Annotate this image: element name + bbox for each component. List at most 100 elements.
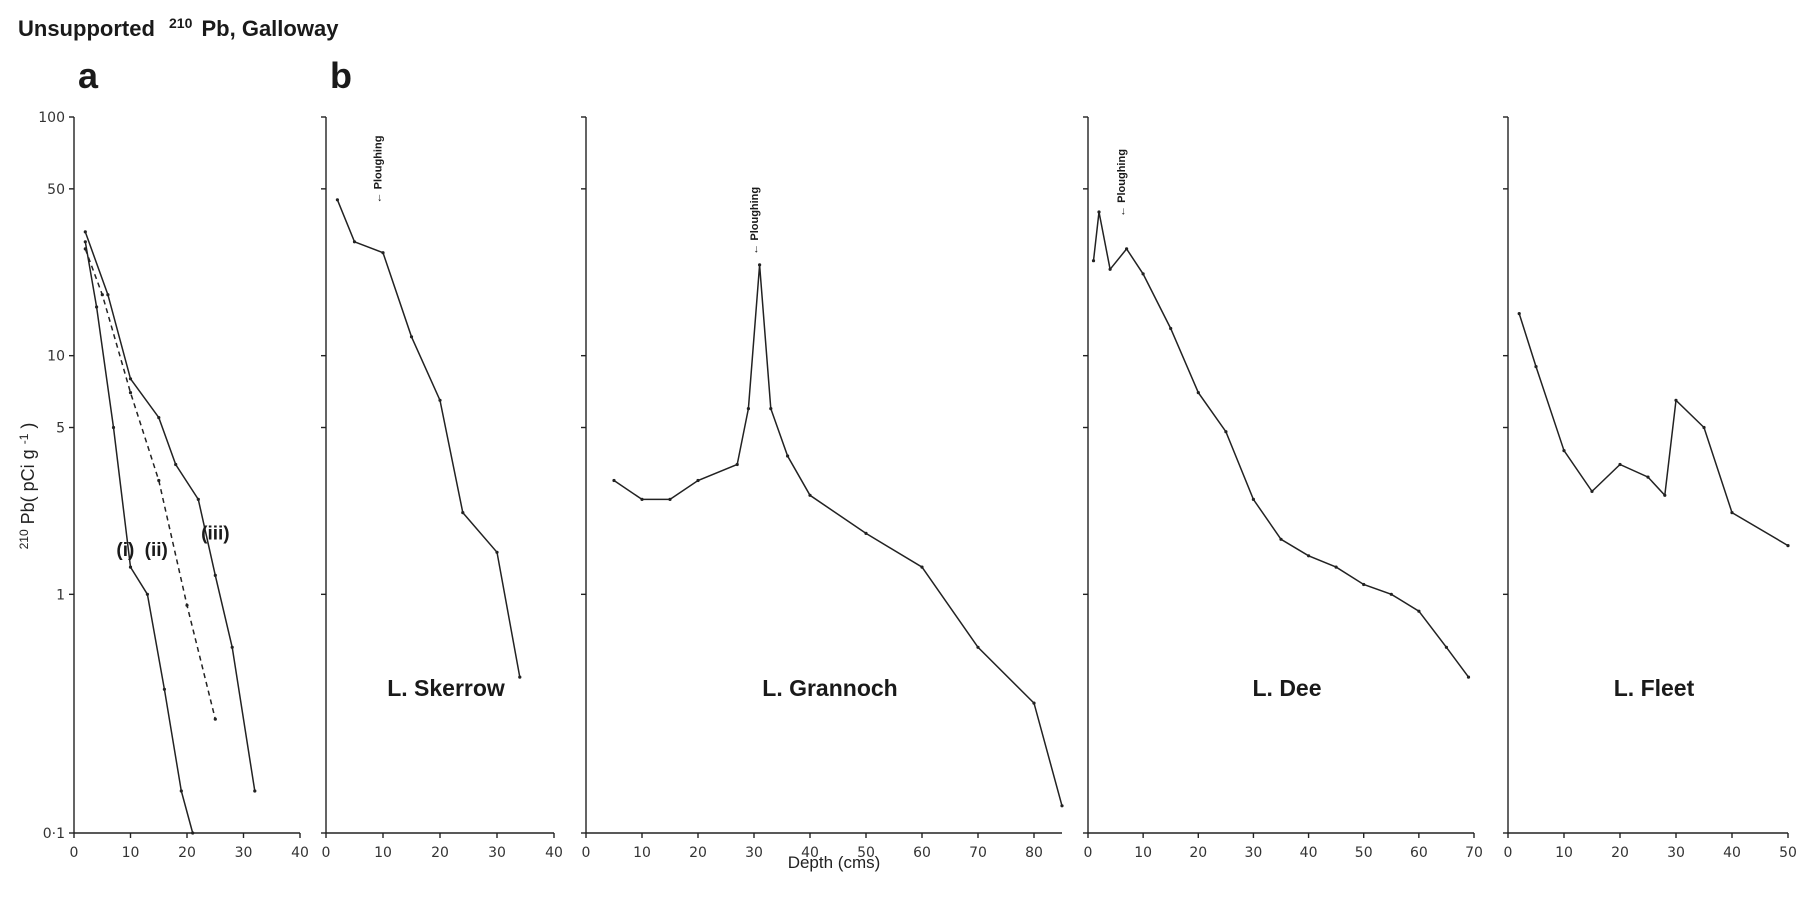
- data-point-dee: [1444, 645, 1448, 649]
- data-point-fleet: [1590, 489, 1594, 493]
- data-point-fleet: [1663, 493, 1667, 497]
- data-point-dee: [1389, 592, 1393, 596]
- data-point-a: [106, 293, 110, 297]
- data-point-grannoch: [786, 454, 790, 458]
- figure-header: Unsupported 210 Pb, Galloway a b: [18, 15, 352, 96]
- data-point-grannoch: [1060, 804, 1064, 808]
- data-point-a: [128, 377, 133, 381]
- data-point-dee: [1097, 210, 1101, 214]
- series-label-a-1: (ii): [145, 540, 168, 561]
- x-tick-label-dee: 20: [1189, 845, 1207, 861]
- data-point-fleet: [1562, 449, 1566, 453]
- y-axis-label: 210 Pb( pCi g -1 ): [12, 423, 38, 550]
- x-tick-label-fleet: 10: [1555, 845, 1573, 861]
- data-point-grannoch: [696, 478, 700, 483]
- y-tick-label: 5: [56, 421, 65, 437]
- panel-title-fleet: L. Fleet: [1614, 675, 1695, 701]
- data-point-grannoch: [612, 478, 616, 483]
- data-point-fleet: [1786, 544, 1790, 548]
- data-point-a: [95, 305, 99, 309]
- x-tick-label-fleet: 50: [1779, 845, 1797, 861]
- data-point-grannoch: [864, 531, 868, 536]
- data-point-a: [179, 789, 183, 793]
- data-point-a: [191, 831, 195, 835]
- panel-b-label: b: [330, 55, 352, 96]
- data-point-dee: [1362, 582, 1366, 587]
- figure-title-suffix: Pb, Galloway: [202, 16, 340, 41]
- series-label-a-0: (i): [116, 540, 134, 561]
- y-axis-label-superscript-2: -1: [17, 433, 31, 444]
- x-tick-label-grannoch: 30: [745, 845, 763, 861]
- data-point-skerrow: [381, 251, 385, 255]
- data-point-dee: [1307, 554, 1311, 558]
- data-point-fleet: [1730, 510, 1734, 515]
- series-line-a-0: [84, 241, 194, 834]
- data-point-skerrow: [438, 398, 442, 402]
- data-point-fleet: [1618, 462, 1622, 467]
- x-tick-label-dee: 0: [1084, 845, 1093, 861]
- data-point-a: [213, 573, 217, 578]
- x-tick-label-grannoch: 70: [969, 845, 987, 861]
- data-point-dee: [1108, 267, 1112, 271]
- data-point-grannoch: [758, 263, 762, 267]
- data-point-dee: [1169, 326, 1173, 331]
- data-point-grannoch: [640, 497, 644, 501]
- series-line-a-2: [84, 231, 256, 792]
- data-point-skerrow: [461, 510, 465, 515]
- data-point-dee: [1141, 272, 1145, 276]
- x-tick-label-a: 10: [122, 845, 140, 861]
- x-tick-label-fleet: 40: [1723, 845, 1741, 861]
- data-point-a: [111, 425, 116, 430]
- x-tick-label-a: 0: [70, 845, 79, 861]
- series-line-a-1: [84, 248, 217, 720]
- data-point-a: [83, 230, 87, 234]
- x-tick-label-fleet: 30: [1667, 845, 1685, 861]
- x-tick-label-a: 20: [178, 845, 196, 861]
- x-tick-label-dee: 30: [1245, 845, 1263, 861]
- data-point-dee: [1466, 675, 1471, 679]
- data-point-dee: [1334, 565, 1338, 569]
- x-tick-label-dee: 10: [1134, 845, 1152, 861]
- data-point-a: [100, 293, 104, 297]
- data-point-a: [213, 717, 217, 721]
- data-point-a: [185, 603, 189, 607]
- data-point-dee: [1279, 537, 1283, 541]
- data-point-a: [157, 416, 161, 420]
- panel-a: 0·1 1 5 10 50 100 0 10 20 30 40 (i) (ii) (iii): [38, 110, 309, 861]
- panel-dee: 0 10 20 30 40 50 60 70 L. Dee ← Ploughing: [1083, 116, 1483, 861]
- data-point-fleet: [1534, 365, 1538, 369]
- data-point-grannoch: [735, 462, 739, 467]
- x-tick-label-grannoch: 0: [582, 845, 591, 861]
- x-tick-label-dee: 70: [1465, 845, 1483, 861]
- x-tick-label-skerrow: 10: [374, 845, 392, 861]
- x-tick-label-grannoch: 60: [913, 845, 931, 861]
- figure-title-superscript: 210: [169, 15, 193, 31]
- ploughing-annotation-skerrow: ← Ploughing: [372, 136, 384, 204]
- y-tick-label: 50: [47, 182, 65, 198]
- series-line-dee-0: [1092, 211, 1470, 678]
- panel-grannoch: 0 10 20 30 40 50 60 70 80 L. Grannoch ← Ploughing: [581, 116, 1064, 861]
- data-point-fleet: [1517, 312, 1521, 316]
- data-point-a: [157, 478, 161, 483]
- data-point-a: [196, 497, 200, 501]
- x-tick-label-grannoch: 10: [633, 845, 651, 861]
- data-point-fleet: [1674, 398, 1678, 402]
- data-point-grannoch: [808, 493, 812, 497]
- y-tick-label: 10: [47, 349, 65, 365]
- data-point-a: [128, 391, 133, 395]
- data-point-grannoch: [920, 565, 924, 569]
- data-point-dee: [1224, 430, 1228, 434]
- panel-fleet: 0 10 20 30 40 50 L. Fleet: [1503, 116, 1797, 861]
- x-tick-label-skerrow: 20: [431, 845, 449, 861]
- data-point-skerrow: [335, 198, 339, 202]
- data-point-skerrow: [518, 675, 522, 679]
- y-tick-label: 1: [56, 587, 65, 603]
- data-point-skerrow: [409, 335, 414, 339]
- x-tick-label-a: 40: [291, 845, 309, 861]
- series-line-grannoch-0: [613, 264, 1063, 806]
- panel-title-grannoch: L. Grannoch: [762, 675, 897, 701]
- data-point-fleet: [1702, 425, 1706, 430]
- x-tick-label-skerrow: 0: [322, 845, 331, 861]
- x-tick-label-dee: 50: [1355, 845, 1373, 861]
